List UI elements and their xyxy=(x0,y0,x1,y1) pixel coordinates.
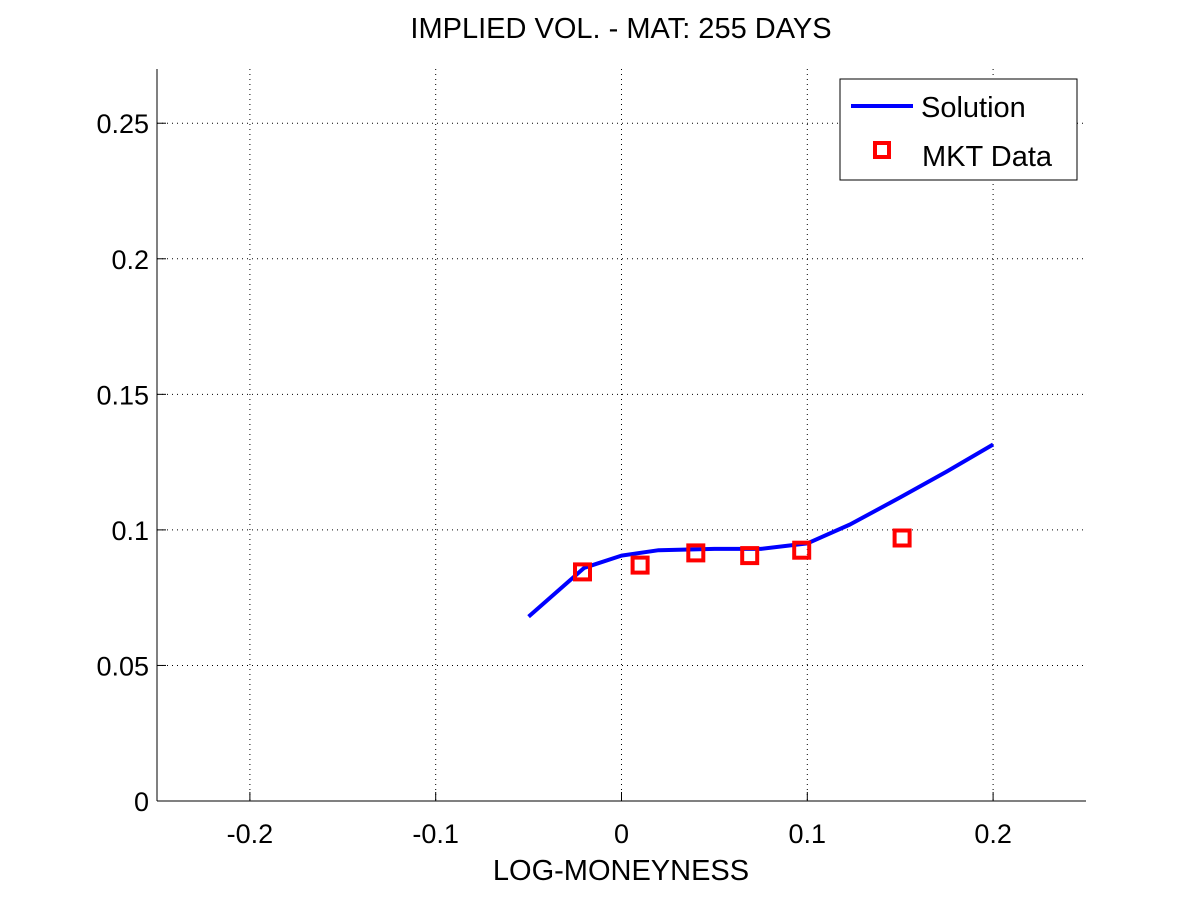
x-tick-label: 0 xyxy=(614,819,629,849)
mkt-data-point xyxy=(686,543,706,563)
y-tick-label: 0.1 xyxy=(111,516,149,546)
mkt-data-point xyxy=(740,546,760,566)
x-axis-label: LOG-MONEYNESS xyxy=(493,855,749,887)
legend-box xyxy=(839,78,1078,181)
tick-marks xyxy=(157,122,994,802)
x-tick-label: 0.2 xyxy=(974,819,1012,849)
legend-mkt-swatch xyxy=(873,141,891,159)
x-tick-label: 0.1 xyxy=(789,819,827,849)
y-tick-label: 0.05 xyxy=(96,651,149,681)
y-tick-label: 0 xyxy=(134,787,149,817)
mkt-data-point xyxy=(792,540,812,560)
y-tick-label: 0.2 xyxy=(111,245,149,275)
legend-mkt-label: MKT Data xyxy=(922,141,1053,173)
legend: Solution MKT Data xyxy=(839,78,1078,181)
y-tick-label: 0.25 xyxy=(96,109,149,139)
x-tick-labels: -0.2 -0.1 0 0.1 0.2 xyxy=(227,819,1012,849)
legend-solution-label: Solution xyxy=(921,92,1026,124)
y-tick-label: 0.15 xyxy=(96,380,149,410)
x-tick-label: -0.2 xyxy=(227,819,274,849)
x-tick-label: -0.1 xyxy=(412,819,459,849)
mkt-data-point xyxy=(630,555,650,575)
grid-lines xyxy=(157,69,1086,801)
solution-line xyxy=(527,442,995,619)
mkt-data-point xyxy=(892,528,912,548)
series-layer xyxy=(527,442,995,619)
mkt-data-point xyxy=(573,562,592,582)
y-tick-labels: 0 0.05 0.1 0.15 0.2 0.25 xyxy=(96,109,149,817)
chart-title: IMPLIED VOL. - MAT: 255 DAYS xyxy=(410,13,831,45)
